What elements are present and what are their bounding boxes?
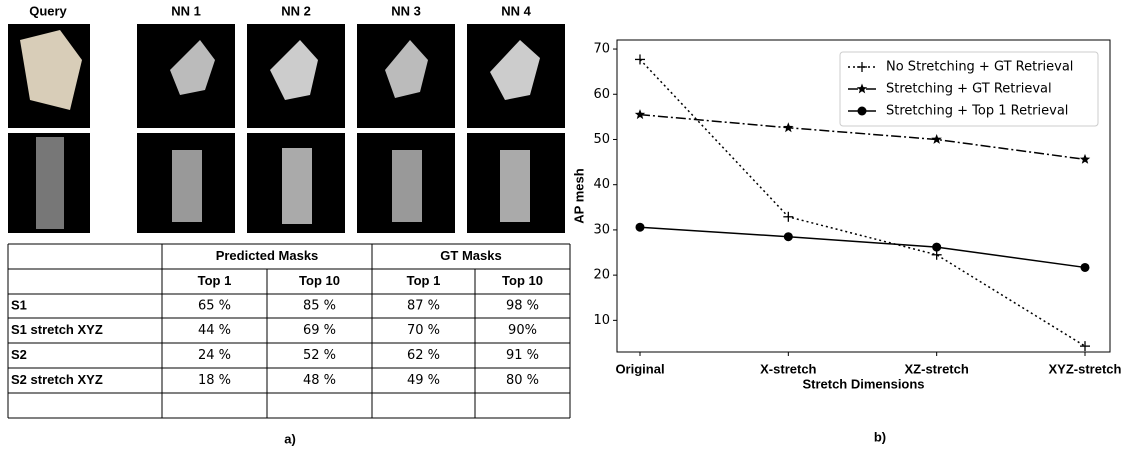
legend-label: Stretching + GT Retrieval bbox=[886, 82, 1052, 97]
group-header: GT Masks bbox=[440, 248, 501, 263]
table-cell: 52 % bbox=[303, 348, 336, 363]
y-tick-label: 70 bbox=[593, 42, 610, 57]
x-tick-label: XYZ-stretch bbox=[1049, 361, 1122, 376]
table-cell: 18 % bbox=[198, 373, 231, 388]
table-cell: 48 % bbox=[303, 373, 336, 388]
image-grid bbox=[8, 24, 565, 233]
column-header: NN 3 bbox=[391, 3, 421, 18]
table-cell: 91 % bbox=[506, 348, 539, 363]
marker-part bbox=[784, 232, 793, 241]
row-label: S1 bbox=[11, 297, 27, 312]
y-axis-label: AP mesh bbox=[571, 168, 586, 223]
sub-header: Top 1 bbox=[198, 273, 232, 288]
row-label: S2 stretch XYZ bbox=[11, 372, 103, 387]
column-header: Query bbox=[29, 3, 67, 18]
y-tick-label: 60 bbox=[593, 87, 610, 102]
marker-part bbox=[636, 223, 645, 232]
marker-part bbox=[1080, 154, 1090, 164]
marker bbox=[931, 134, 942, 144]
marker-part bbox=[635, 109, 645, 119]
marker bbox=[1081, 263, 1090, 272]
nn-shelf bbox=[392, 150, 422, 222]
marker-part bbox=[931, 134, 942, 144]
page: a) b) Query NN 1 NN 2 NN 3 NN 4 Predicted Mas… bbox=[0, 0, 1138, 450]
marker-part bbox=[858, 107, 867, 116]
table-cell: 87 % bbox=[407, 299, 440, 314]
x-tick-label: XZ-stretch bbox=[905, 361, 969, 376]
marker bbox=[635, 54, 645, 64]
table-cell: 24 % bbox=[198, 348, 231, 363]
x-tick-label: X-stretch bbox=[760, 361, 816, 376]
marker-part bbox=[783, 122, 794, 132]
y-tick-label: 50 bbox=[593, 132, 610, 147]
y-tick-label: 40 bbox=[593, 177, 610, 192]
table-cell: 49 % bbox=[407, 373, 440, 388]
row-label: S1 stretch XYZ bbox=[11, 322, 103, 337]
column-header: NN 1 bbox=[171, 3, 201, 18]
sub-header: Top 10 bbox=[502, 273, 543, 288]
table-cell: 70 % bbox=[407, 323, 440, 338]
marker-part bbox=[932, 243, 941, 252]
table-cell: 80 % bbox=[506, 373, 539, 388]
marker-part bbox=[1081, 263, 1090, 272]
column-header: NN 2 bbox=[281, 3, 311, 18]
table-cell: 90% bbox=[508, 323, 537, 338]
nn-shelf bbox=[172, 150, 202, 222]
table-cell: 69 % bbox=[303, 323, 336, 338]
column-header: NN 4 bbox=[501, 3, 531, 18]
marker bbox=[636, 223, 645, 232]
query-shelf bbox=[36, 137, 64, 229]
y-tick-label: 10 bbox=[593, 313, 610, 328]
figure: a) b) Query NN 1 NN 2 NN 3 NN 4 Predicted Mas… bbox=[0, 0, 1138, 450]
caption: a) bbox=[284, 431, 296, 446]
marker bbox=[1080, 341, 1090, 351]
marker bbox=[858, 107, 867, 116]
marker bbox=[635, 109, 645, 119]
legend-label: Stretching + Top 1 Retrieval bbox=[886, 104, 1068, 119]
marker bbox=[1080, 154, 1090, 164]
y-tick-label: 20 bbox=[593, 268, 610, 283]
marker bbox=[783, 122, 794, 132]
sub-header: Top 10 bbox=[299, 273, 340, 288]
table-cell: 85 % bbox=[303, 299, 336, 314]
table-cell: 62 % bbox=[407, 348, 440, 363]
x-tick-label: Original bbox=[615, 361, 664, 376]
caption: b) bbox=[874, 429, 886, 444]
x-axis-label: Stretch Dimensions bbox=[802, 376, 924, 391]
nn-shelf bbox=[500, 150, 530, 222]
marker bbox=[932, 243, 941, 252]
table-cell: 65 % bbox=[198, 299, 231, 314]
table-cell: 98 % bbox=[506, 299, 539, 314]
table-cell: 44 % bbox=[198, 323, 231, 338]
nn-shelf bbox=[282, 148, 312, 224]
row-label: S2 bbox=[11, 347, 27, 362]
legend-label: No Stretching + GT Retrieval bbox=[886, 60, 1073, 75]
sub-header: Top 1 bbox=[407, 273, 441, 288]
group-header: Predicted Masks bbox=[216, 248, 319, 263]
marker bbox=[784, 232, 793, 241]
series-line bbox=[640, 227, 1085, 267]
y-tick-label: 30 bbox=[593, 222, 610, 237]
